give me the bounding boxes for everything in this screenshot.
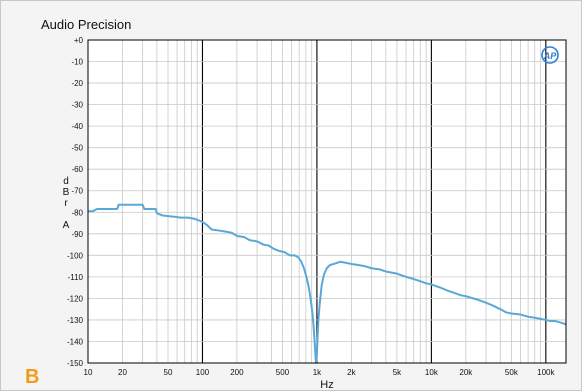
x-tick-label: 10 <box>84 368 93 377</box>
y-tick-label: -10 <box>71 58 83 67</box>
x-tick-label: 50 <box>164 368 173 377</box>
y-axis-label-char: B <box>63 187 70 198</box>
ap-logo-text: AP <box>543 51 557 61</box>
y-tick-label: -120 <box>67 294 84 303</box>
x-tick-label: 2k <box>347 368 356 377</box>
x-tick-label: 10k <box>425 368 439 377</box>
series-line <box>88 203 567 364</box>
y-tick-label: -30 <box>71 101 83 110</box>
ap-logo-icon: AP <box>541 46 559 64</box>
y-tick-label: -110 <box>68 273 84 282</box>
y-tick-label: -150 <box>67 359 84 368</box>
y-tick-label: -60 <box>71 165 83 174</box>
x-tick-label: 500 <box>276 368 290 377</box>
x-tick-label: 1k <box>313 368 322 377</box>
chart-title: Audio Precision <box>41 17 132 32</box>
y-axis-label-char: A <box>63 220 70 231</box>
panel-label: B <box>25 366 40 388</box>
x-axis-label: Hz <box>320 379 333 391</box>
x-tick-label: 100 <box>196 368 210 377</box>
y-tick-label: -20 <box>71 79 83 88</box>
x-tick-labels: 10 20 50 100 200 500 1k 2k 5k 10k 20k 50k 100k <box>84 368 556 377</box>
plot-background <box>88 40 566 363</box>
y-tick-label: -100 <box>67 251 84 260</box>
plot-border <box>87 39 567 364</box>
x-tick-label: 200 <box>230 368 244 377</box>
y-tick-label: +0 <box>74 36 84 45</box>
y-tick-labels: +0 -10 -20 -30 -40 -50 -60 -70 -80 -90 -100 -110 -12… <box>67 36 84 368</box>
y-tick-label: -130 <box>67 316 84 325</box>
y-tick-label: -40 <box>71 122 83 131</box>
x-tick-label: 20k <box>459 368 473 377</box>
x-tick-label: 5k <box>393 368 402 377</box>
x-tick-label: 50k <box>505 368 519 377</box>
y-tick-label: -80 <box>71 208 83 217</box>
y-tick-label: -70 <box>71 187 83 196</box>
y-tick-label: -50 <box>71 144 83 153</box>
y-tick-label: -90 <box>71 230 83 239</box>
y-axis-label-char: r <box>64 198 68 209</box>
y-axis-label-char: d <box>63 176 69 187</box>
y-tick-label: -140 <box>67 337 84 346</box>
x-tick-label: 20 <box>118 368 127 377</box>
x-tick-label: 100k <box>537 368 555 377</box>
